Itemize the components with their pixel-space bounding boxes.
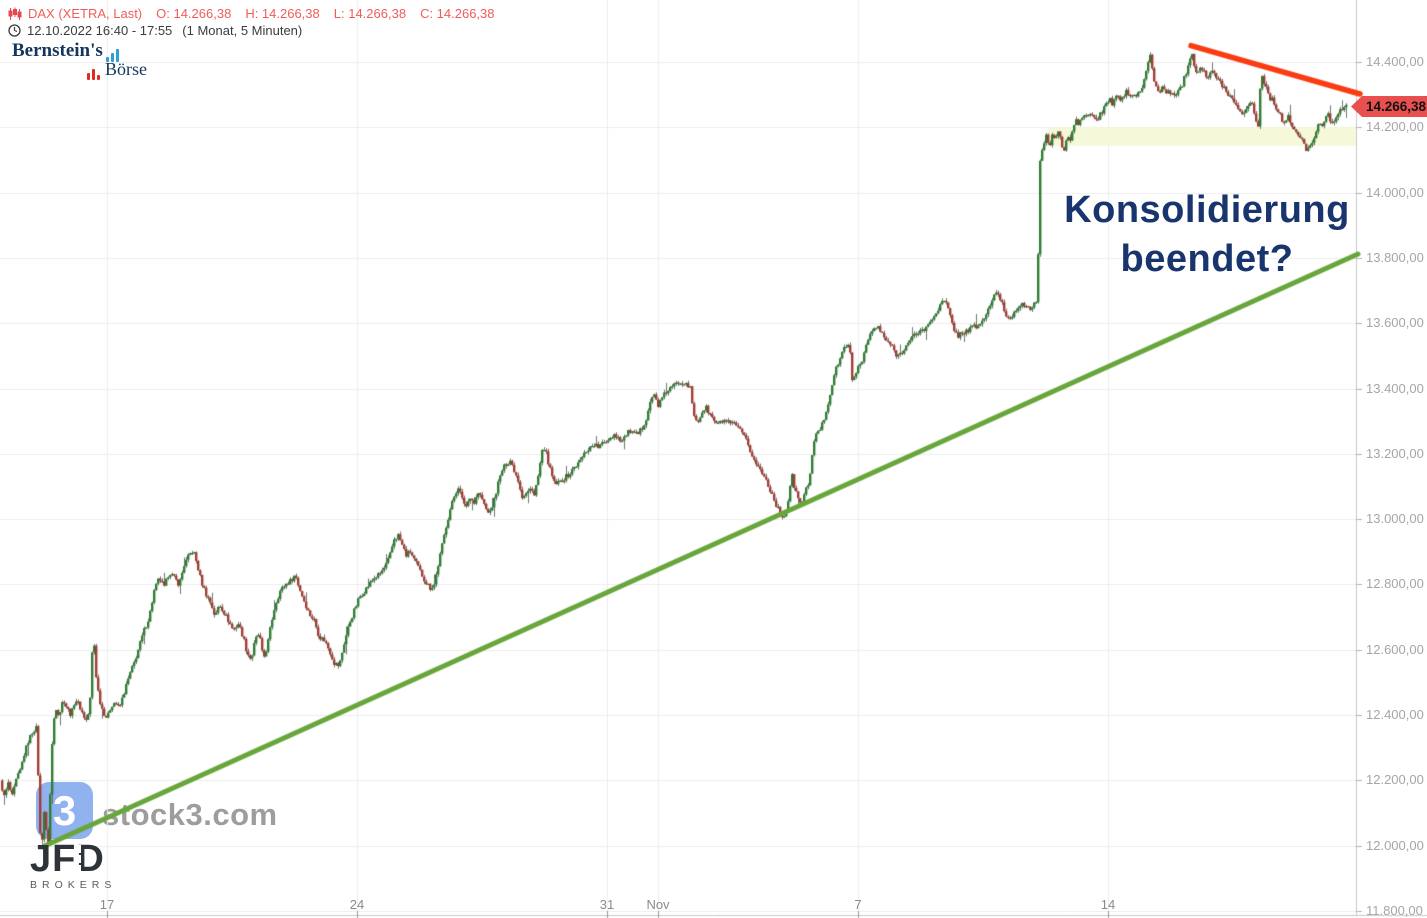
price-chart[interactable] [0, 0, 1427, 918]
chart-window: 3 stock3.com JFD BROKERS DAX (XETRA, Las… [0, 0, 1427, 918]
